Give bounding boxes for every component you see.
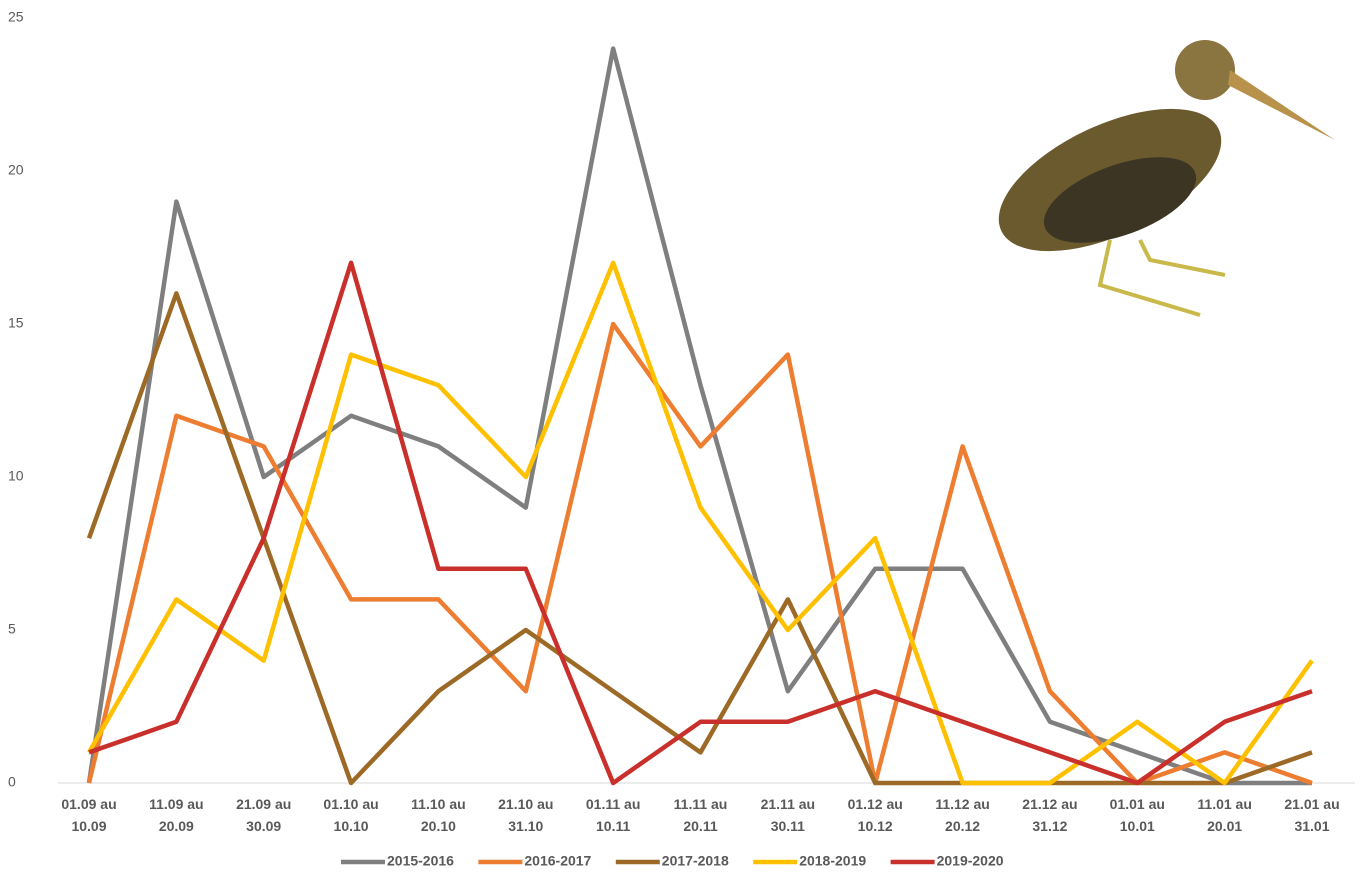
y-tick-label: 0: [8, 774, 16, 790]
y-tick-label: 15: [8, 315, 24, 331]
series-line: [86, 321, 1313, 786]
y-tick-label: 5: [8, 621, 16, 637]
series-line: [88, 260, 1313, 786]
x-tick-label: 11.01 au 20.01: [1197, 796, 1252, 834]
legend-label: 2019-2020: [937, 853, 1004, 869]
legend-label: 2018-2019: [799, 853, 866, 869]
x-tick-label: 21.01 au 31.01: [1284, 796, 1340, 834]
x-tick-label: 01.10 au 10.10: [323, 796, 379, 834]
y-tick-label: 10: [8, 468, 24, 484]
x-tick-label: 01.09 au 10.09: [61, 796, 117, 834]
x-tick-label: 21.09 au 30.09: [236, 796, 292, 834]
x-tick-label: 21.10 au 31.10: [498, 796, 554, 834]
x-tick-label: 11.12 au 20.12: [935, 796, 990, 834]
series-line: [86, 291, 1313, 786]
x-tick-label: 01.12 au 10.12: [847, 796, 903, 834]
x-tick-label: 01.01 au 10.01: [1109, 796, 1165, 834]
x-tick-label: 11.09 au 20.09: [149, 796, 204, 834]
y-tick-label: 25: [8, 9, 24, 25]
x-tick-label: 21.11 au 30.11: [760, 796, 816, 834]
x-tick-label: 11.11 au 20.11: [673, 796, 728, 834]
bird-beak: [1228, 70, 1335, 140]
x-tick-label: 21.12 au 31.12: [1022, 796, 1078, 834]
bird-illustration: [998, 40, 1335, 317]
legend-label: 2015-2016: [387, 853, 454, 869]
x-tick-label: 11.10 au 20.10: [411, 796, 466, 834]
bird-legs: [1097, 239, 1226, 317]
bird-head: [1175, 40, 1235, 100]
y-tick-label: 20: [8, 162, 24, 178]
legend-label: 2017-2018: [662, 853, 729, 869]
legend-label: 2016-2017: [524, 853, 591, 869]
x-tick-label: 01.11 au 10.11: [585, 796, 641, 834]
bird-wing: [1043, 157, 1197, 243]
series-line: [87, 260, 1314, 786]
